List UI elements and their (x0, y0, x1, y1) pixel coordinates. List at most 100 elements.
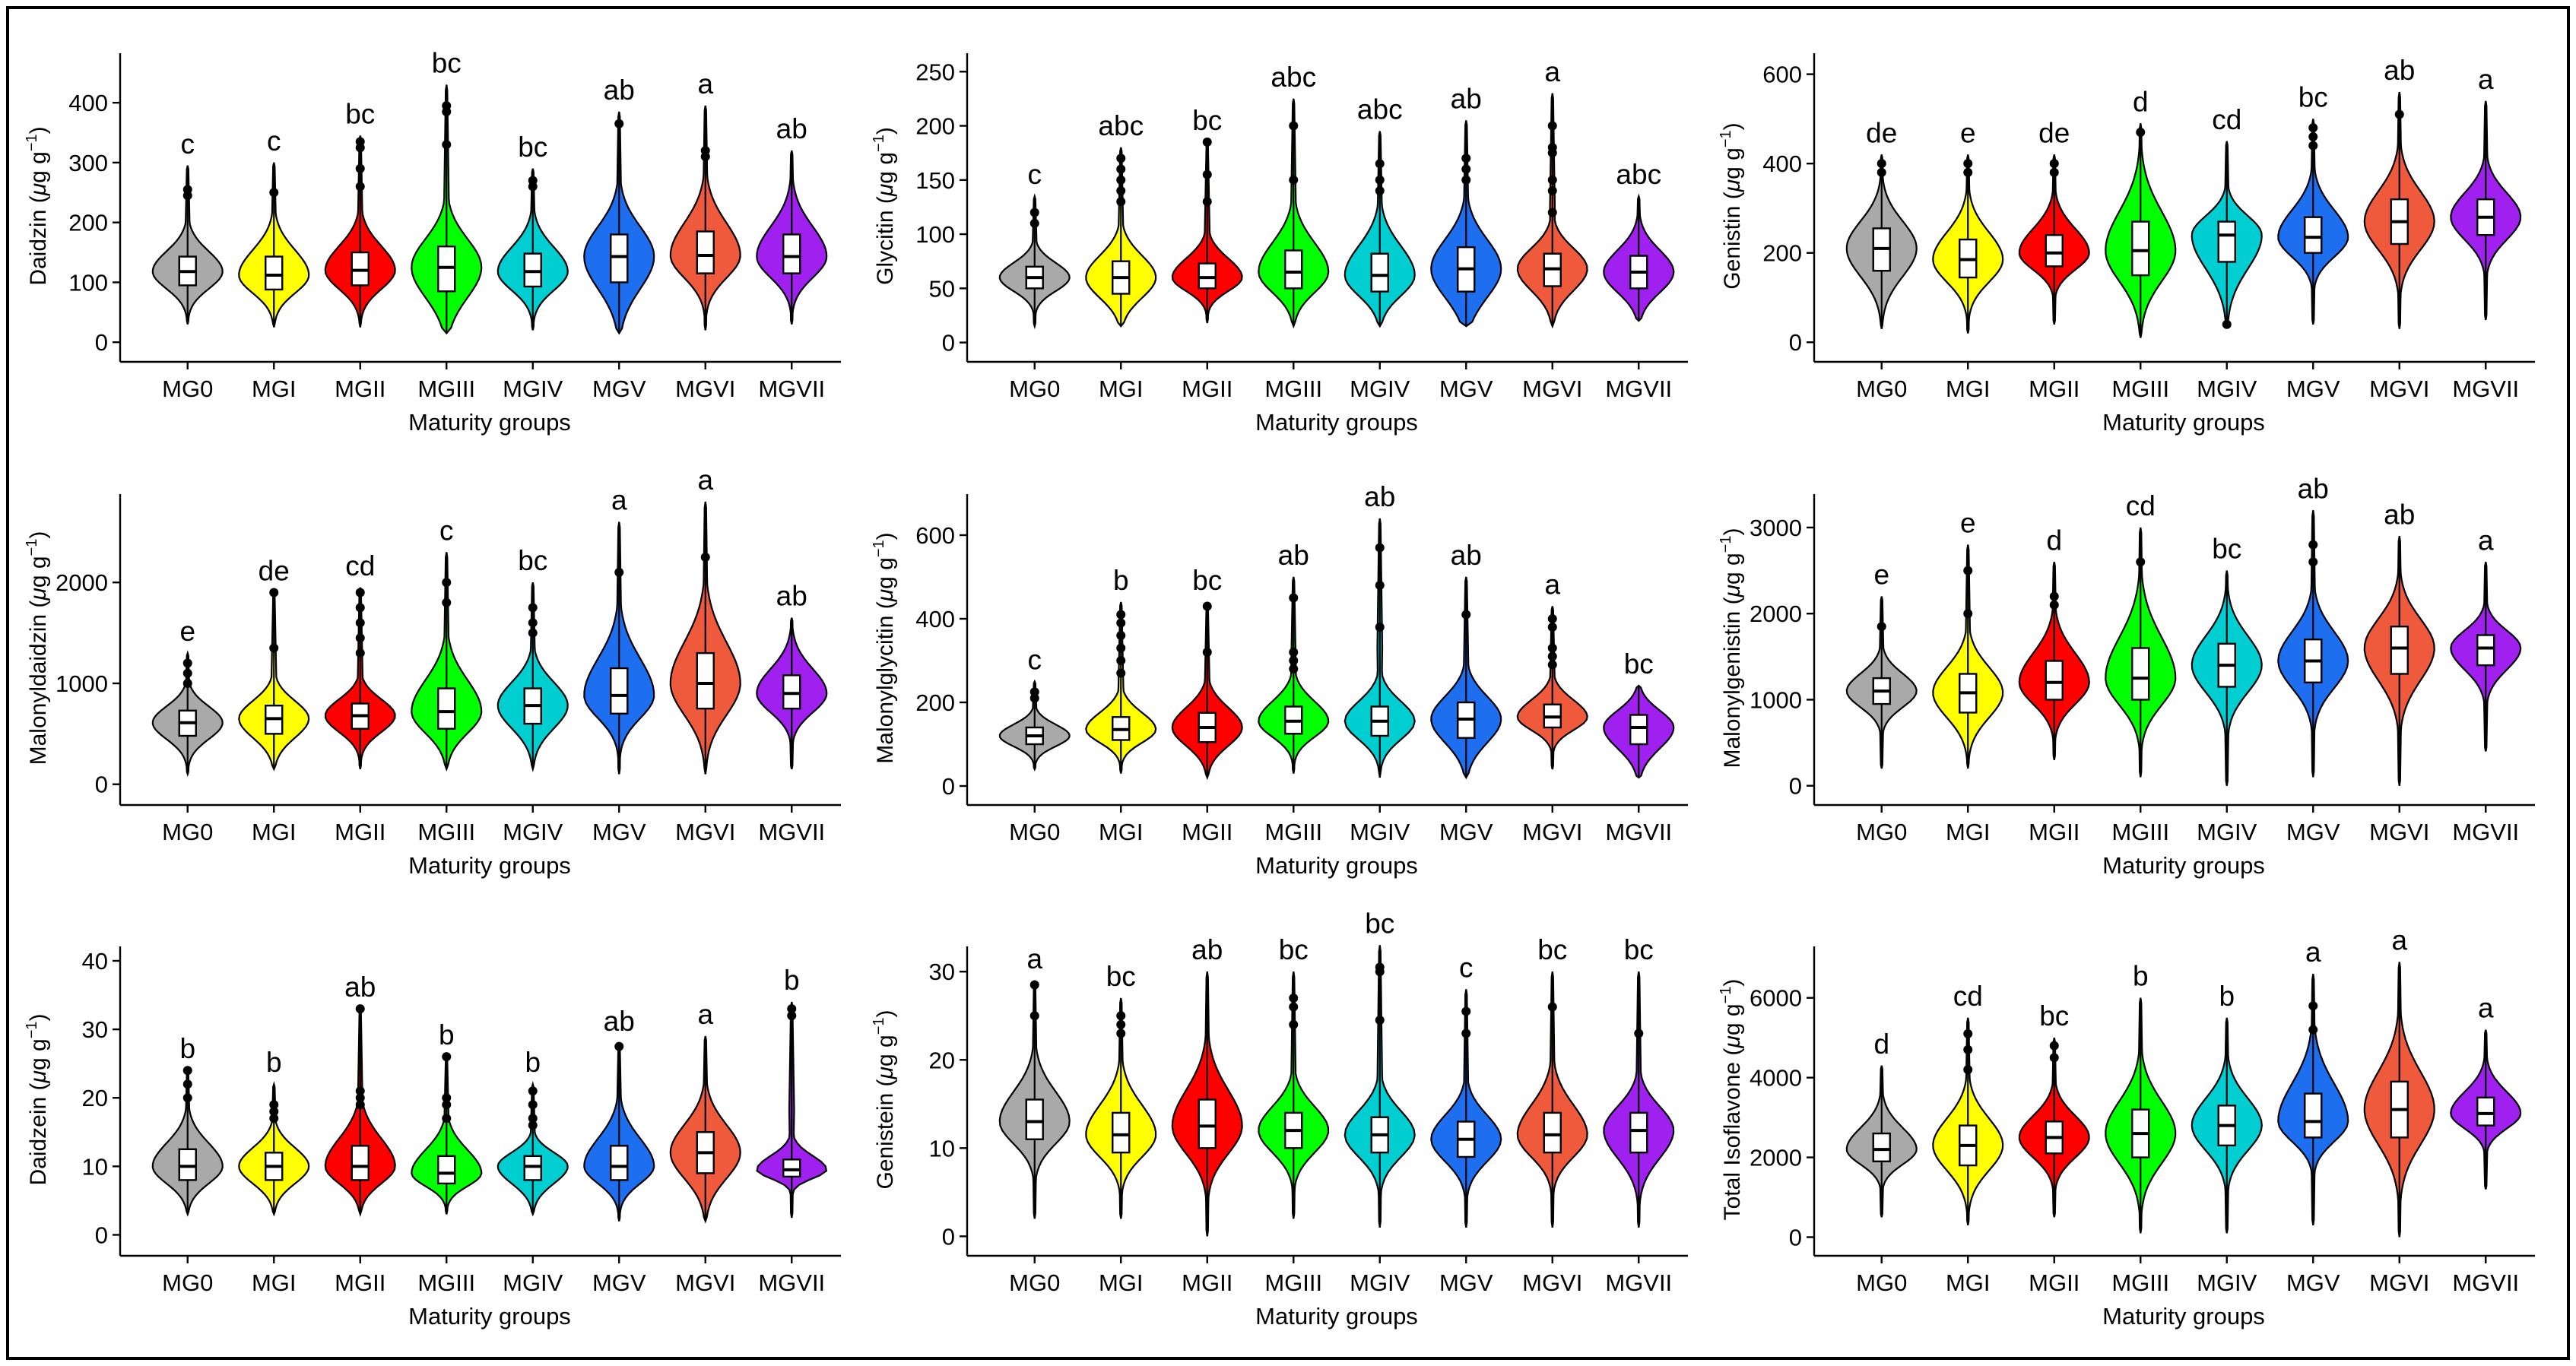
x-tick-label: MGVII (1605, 1269, 1672, 1296)
box-iqr (437, 687, 456, 730)
violin-MGI: MGI cd (1932, 981, 2004, 1296)
x-axis-label: Maturity groups (1255, 1303, 1418, 1330)
y-tick-label: 2000 (1750, 1145, 1802, 1171)
y-axis-label-name: Malonylglycitin ( (873, 601, 898, 763)
outlier-point (1375, 543, 1385, 553)
violin-MGVII: MGVII abc (1603, 159, 1675, 402)
violin-MGIII: MGIII c (411, 515, 483, 845)
box-iqr (1872, 1132, 1891, 1163)
outlier-point (1547, 143, 1557, 153)
outlier-point (2394, 109, 2404, 119)
y-tick-label: 1000 (56, 670, 108, 697)
outlier-point (269, 588, 279, 597)
violin-MGVII: MGVII a (2450, 64, 2522, 402)
violin-MGIII: MGIII b (2105, 961, 2177, 1296)
box-iqr (1198, 1098, 1217, 1149)
significance-letter: e (1873, 559, 1889, 591)
significance-letter: bc (432, 48, 462, 79)
significance-letter: a (697, 464, 713, 496)
x-tick-label: MGII (1182, 376, 1232, 402)
y-axis-label: Daidzin (μg g−1) (24, 126, 51, 285)
significance-letter: abc (1098, 110, 1144, 141)
y-tick-label: 0 (942, 773, 955, 800)
y-axis-label-close: ) (1720, 528, 1745, 535)
significance-letter: b (439, 1019, 455, 1051)
outlier-point (1289, 656, 1299, 665)
outlier-point (442, 101, 452, 111)
significance-letter: c (1028, 645, 1042, 676)
violin-MGII: MGII bc (324, 98, 396, 402)
outlier-point (1289, 994, 1299, 1003)
significance-letter: ab (604, 1006, 635, 1037)
x-tick-label: MGIV (503, 1269, 563, 1296)
box-iqr (1370, 252, 1389, 293)
significance-letter: a (1026, 943, 1042, 975)
outlier-point (1547, 186, 1557, 196)
violin-MG0: MG0 de (1845, 117, 1918, 402)
significance-letter: b (2219, 981, 2235, 1012)
significance-letter: d (2133, 86, 2149, 117)
y-axis-label-sup: −1 (871, 540, 887, 557)
y-tick-label: 10 (82, 1153, 108, 1180)
violin-MGII: MGII ab (324, 971, 396, 1296)
x-tick-label: MGIII (417, 1269, 475, 1296)
outlier-point (2049, 167, 2059, 177)
x-tick-label: MGIII (417, 819, 475, 845)
violin-MGIV: MGIV b (496, 1047, 569, 1296)
y-tick-label: 30 (929, 959, 955, 985)
x-tick-label: MGV (2286, 819, 2340, 845)
chart-panel-2: 0 50 100 150 200 250 Glycitin (μg g−1) Maturity… (871, 53, 1688, 436)
outlier-point (442, 1093, 452, 1103)
violin-MGV: MGV a (583, 485, 655, 845)
violin-MGIV: MGIV cd (2191, 104, 2263, 402)
box-iqr (2390, 625, 2409, 675)
significance-letter: c (1459, 952, 1474, 983)
y-axis-label-sup: −1 (1718, 535, 1734, 553)
x-tick-label: MGI (252, 1269, 297, 1296)
outlier-point (1029, 208, 1039, 217)
outlier-point (528, 618, 538, 628)
significance-letter: abc (1616, 159, 1661, 190)
x-tick-label: MGV (592, 1269, 646, 1296)
outlier-point (528, 628, 538, 638)
outlier-point (2049, 159, 2059, 169)
violin-MGIV: MGIV bc (496, 132, 569, 402)
outlier-point (1116, 618, 1126, 628)
significance-letter: a (2478, 993, 2494, 1024)
violin-MGI: MGI de (238, 555, 310, 845)
x-tick-label: MGIII (1264, 819, 1322, 845)
outlier-point (182, 668, 192, 678)
violin-MGV: MGV ab (1430, 83, 1502, 402)
y-tick-label: 300 (68, 150, 108, 176)
violin-MGV: MGV ab (2277, 473, 2349, 845)
significance-letter: c (1028, 159, 1042, 190)
violin-MGIII: MGIII bc (411, 48, 483, 402)
outlier-point (614, 119, 624, 128)
x-tick-label: MGVI (675, 376, 735, 402)
violin-MGI: MGI c (238, 125, 310, 402)
outlier-point (442, 597, 452, 607)
y-tick-label: 200 (68, 210, 108, 236)
outlier-point (1029, 218, 1039, 228)
y-axis-label-unit: g g (26, 556, 51, 588)
violin-MGIII: MGIII bc (1258, 934, 1330, 1296)
outlier-point (1963, 609, 1973, 619)
y-tick-label: 400 (1762, 151, 1802, 177)
y-axis-label-name: Genistin ( (1720, 192, 1745, 289)
x-tick-label: MG0 (162, 376, 213, 402)
y-axis-label: Glycitin (μg g−1) (871, 127, 898, 285)
outlier-point (1461, 610, 1471, 620)
significance-letter: d (1873, 1028, 1889, 1060)
outlier-point (1029, 1011, 1039, 1021)
y-tick-label: 2000 (56, 569, 108, 596)
y-tick-label: 20 (929, 1047, 955, 1073)
significance-letter: a (697, 999, 713, 1030)
significance-letter: de (1866, 117, 1897, 148)
x-tick-label: MGV (592, 376, 646, 402)
box-iqr (1629, 1111, 1648, 1154)
outlier-point (700, 146, 710, 156)
y-tick-label: 100 (915, 221, 955, 248)
outlier-point (528, 603, 538, 613)
